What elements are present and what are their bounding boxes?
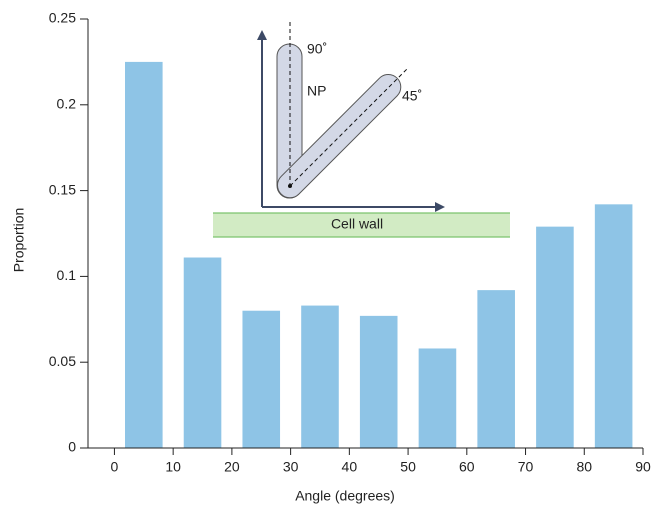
x-tick-label: 30 [283, 459, 299, 475]
cell-wall [213, 213, 510, 237]
x-tick-label: 90 [635, 459, 651, 475]
particle-label: NP [307, 83, 326, 99]
y-tick-label: 0.1 [57, 267, 77, 283]
bar [125, 61, 163, 449]
x-tick-label: 70 [518, 459, 534, 475]
angle-label: 45˚ [402, 88, 422, 104]
x-tick-label: 0 [111, 459, 119, 475]
x-tick-label: 10 [165, 459, 181, 475]
bar [301, 305, 339, 448]
angle-label: 90˚ [307, 41, 327, 57]
inset-diagram: Cell wall 90˚ NP 45˚ [213, 22, 510, 238]
bar [418, 348, 457, 448]
cell-wall-label: Cell wall [331, 216, 383, 232]
particle-diagonal [277, 74, 402, 199]
bar [477, 290, 515, 448]
x-axis-label: Angle (degrees) [295, 488, 395, 504]
bar [359, 315, 398, 448]
bar [183, 257, 222, 448]
arrow-head [257, 30, 267, 40]
y-tick-label: 0.2 [57, 96, 77, 112]
x-tick-label: 60 [459, 459, 475, 475]
bar [536, 226, 574, 448]
arrow-head [435, 202, 445, 212]
y-axis-label: Proportion [11, 208, 27, 273]
bar [242, 310, 281, 448]
y-tick-label: 0 [68, 439, 76, 455]
y-tick-label: 0.25 [49, 10, 76, 26]
y-tick-label: 0.15 [49, 181, 76, 197]
bar [594, 204, 633, 448]
y-tick-label: 0.05 [49, 353, 76, 369]
x-tick-label: 80 [576, 459, 592, 475]
x-tick-label: 40 [342, 459, 358, 475]
x-tick-label: 20 [224, 459, 240, 475]
x-tick-label: 50 [400, 459, 416, 475]
pivot [288, 184, 292, 188]
